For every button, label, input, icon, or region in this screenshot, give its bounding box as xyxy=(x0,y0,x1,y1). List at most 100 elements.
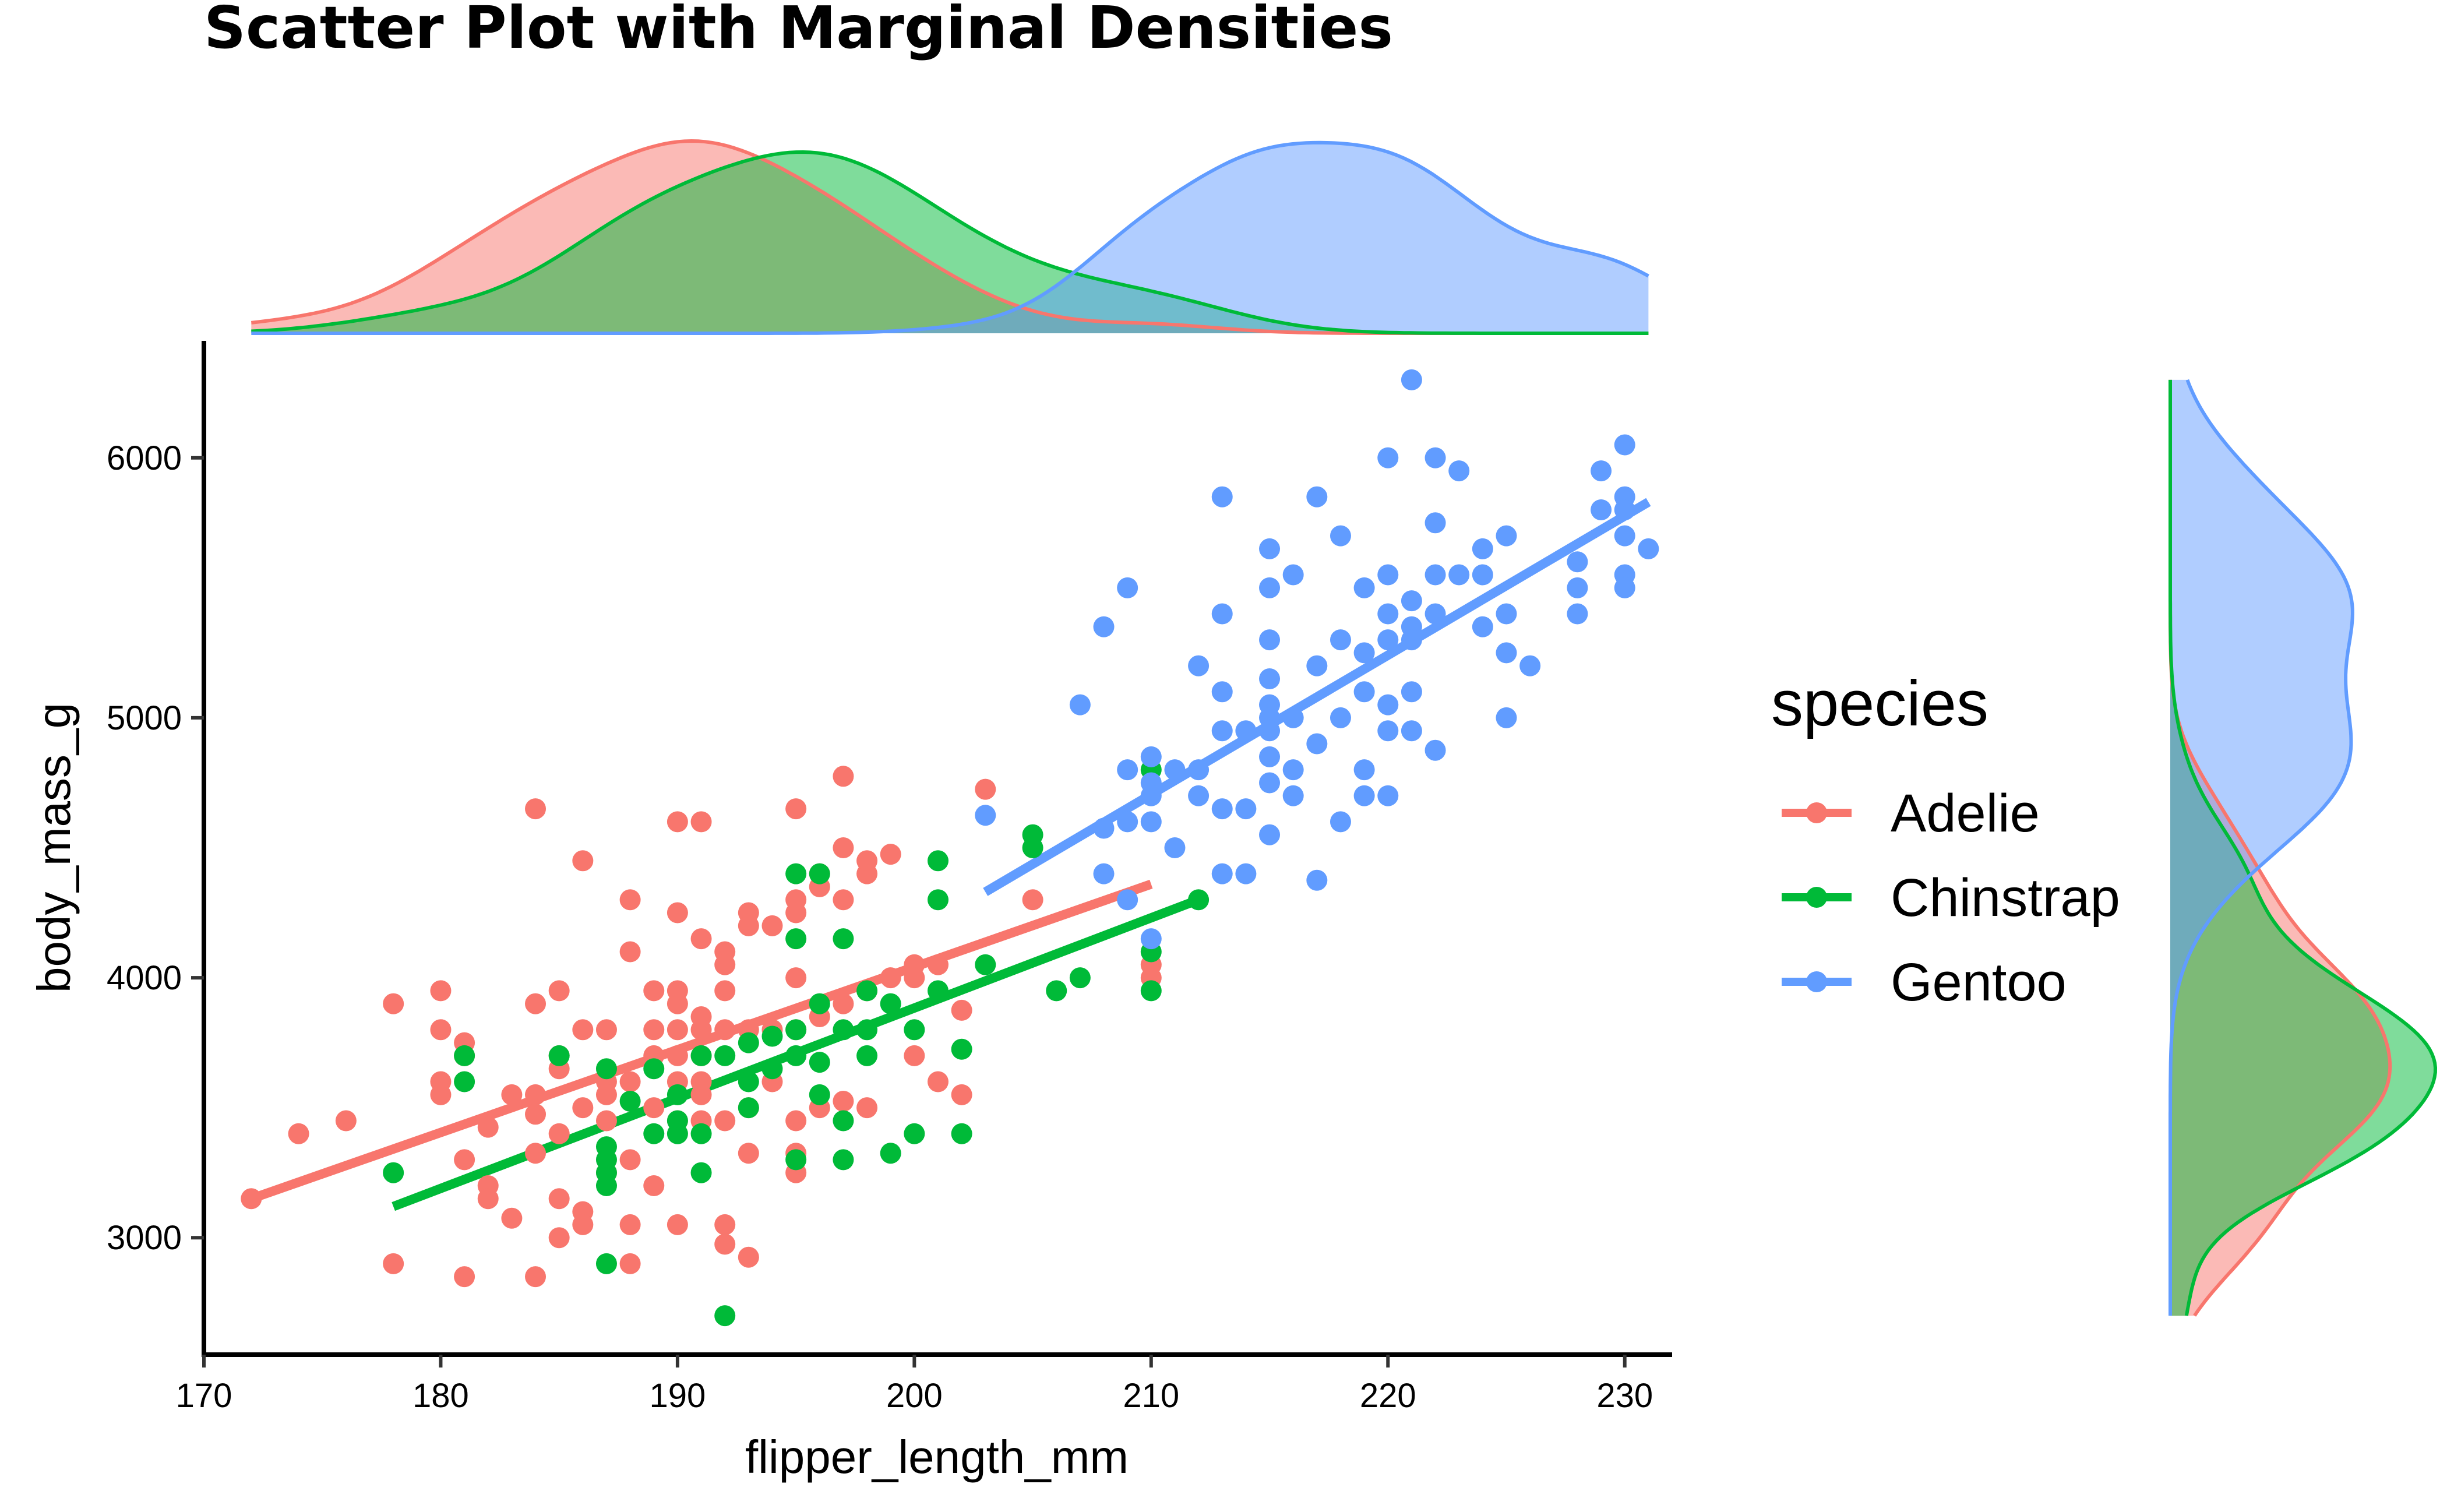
point-gentoo xyxy=(1472,564,1493,586)
top-density-fill-chinstrap xyxy=(251,152,1649,333)
point-gentoo xyxy=(1472,538,1493,559)
fit-line-adelie xyxy=(249,879,1153,1203)
point-chinstrap xyxy=(595,1058,617,1080)
point-chinstrap xyxy=(809,1052,830,1073)
point-chinstrap xyxy=(856,1045,878,1066)
point-gentoo xyxy=(1282,785,1304,806)
point-gentoo xyxy=(1259,772,1281,794)
point-adelie xyxy=(430,1019,452,1041)
point-chinstrap xyxy=(383,1162,404,1183)
point-adelie xyxy=(714,1019,736,1041)
legend-key-point-gentoo xyxy=(1806,971,1827,992)
point-adelie xyxy=(856,850,878,872)
point-gentoo xyxy=(1519,655,1541,676)
point-chinstrap xyxy=(785,1019,807,1041)
point-adelie xyxy=(335,1110,357,1132)
point-chinstrap xyxy=(904,1123,925,1144)
point-gentoo xyxy=(1448,460,1470,482)
point-chinstrap xyxy=(785,928,807,950)
point-adelie xyxy=(738,915,759,936)
point-adelie xyxy=(619,1214,641,1235)
point-chinstrap xyxy=(785,1149,807,1171)
point-chinstrap xyxy=(690,1045,712,1066)
point-chinstrap xyxy=(809,993,830,1014)
point-gentoo xyxy=(1259,577,1281,598)
top-density-line-chinstrap xyxy=(251,150,1649,335)
point-gentoo xyxy=(1330,707,1351,728)
y-axis-label: body_mass_g xyxy=(28,703,80,993)
point-gentoo xyxy=(1259,720,1281,742)
point-gentoo xyxy=(1330,525,1351,547)
point-adelie xyxy=(383,1253,404,1274)
point-gentoo xyxy=(1117,759,1138,781)
point-gentoo xyxy=(1211,681,1233,703)
point-gentoo xyxy=(1353,681,1375,703)
point-chinstrap xyxy=(714,1045,736,1066)
point-adelie xyxy=(501,1084,523,1105)
point-adelie xyxy=(525,993,546,1014)
point-adelie xyxy=(643,1175,665,1196)
point-gentoo xyxy=(1614,525,1635,547)
point-chinstrap xyxy=(761,1058,783,1080)
point-adelie xyxy=(643,1097,665,1119)
point-gentoo xyxy=(1353,785,1375,806)
point-adelie xyxy=(241,1188,262,1210)
point-adelie xyxy=(856,1097,878,1119)
point-gentoo xyxy=(1496,525,1517,547)
point-chinstrap xyxy=(548,1045,570,1066)
point-chinstrap xyxy=(928,850,949,872)
point-gentoo xyxy=(1377,720,1399,742)
point-adelie xyxy=(667,1019,688,1041)
point-gentoo xyxy=(1425,603,1446,625)
point-gentoo xyxy=(1377,564,1399,586)
point-gentoo xyxy=(1235,863,1257,884)
point-chinstrap xyxy=(904,1019,925,1041)
point-adelie xyxy=(738,1246,759,1268)
point-adelie xyxy=(928,1071,949,1092)
point-adelie xyxy=(525,1266,546,1288)
legend-key-point-adelie xyxy=(1806,802,1827,823)
point-gentoo xyxy=(1377,629,1399,651)
point-adelie xyxy=(572,1097,594,1119)
point-chinstrap xyxy=(928,980,949,1002)
point-chinstrap xyxy=(856,1019,878,1041)
point-adelie xyxy=(595,1019,617,1041)
point-gentoo xyxy=(1093,817,1115,839)
x-tick-label: 190 xyxy=(650,1377,706,1415)
point-gentoo xyxy=(1140,746,1162,767)
point-adelie xyxy=(761,915,783,936)
point-gentoo xyxy=(1496,603,1517,625)
right-density-fill-chinstrap xyxy=(2170,379,2435,1316)
point-chinstrap xyxy=(833,1019,854,1041)
point-chinstrap xyxy=(880,993,901,1014)
point-chinstrap xyxy=(714,1305,736,1327)
point-adelie xyxy=(951,999,972,1021)
point-gentoo xyxy=(1211,603,1233,625)
point-chinstrap xyxy=(738,1071,759,1092)
top-density-fill-gentoo xyxy=(251,142,1649,334)
point-adelie xyxy=(288,1123,309,1144)
right-density-line-chinstrap xyxy=(2169,379,2438,1316)
point-gentoo xyxy=(1188,785,1210,806)
legend-label-adelie: Adelie xyxy=(1891,784,2040,843)
top-density-line-gentoo xyxy=(251,140,1649,335)
point-gentoo xyxy=(1211,720,1233,742)
point-adelie xyxy=(667,1214,688,1235)
point-gentoo xyxy=(1425,512,1446,534)
point-gentoo xyxy=(1164,759,1186,781)
point-chinstrap xyxy=(833,928,854,950)
point-adelie xyxy=(833,766,854,787)
point-adelie xyxy=(975,778,996,800)
point-gentoo xyxy=(1377,447,1399,468)
point-adelie xyxy=(619,941,641,963)
point-gentoo xyxy=(1117,577,1138,598)
right-density-fill-gentoo xyxy=(2170,379,2353,1316)
point-gentoo xyxy=(1353,577,1375,598)
point-chinstrap xyxy=(833,1110,854,1132)
point-adelie xyxy=(785,798,807,820)
point-gentoo xyxy=(1306,733,1328,755)
point-gentoo xyxy=(1401,720,1422,742)
scatter-points xyxy=(241,369,1659,1327)
point-adelie xyxy=(430,980,452,1002)
